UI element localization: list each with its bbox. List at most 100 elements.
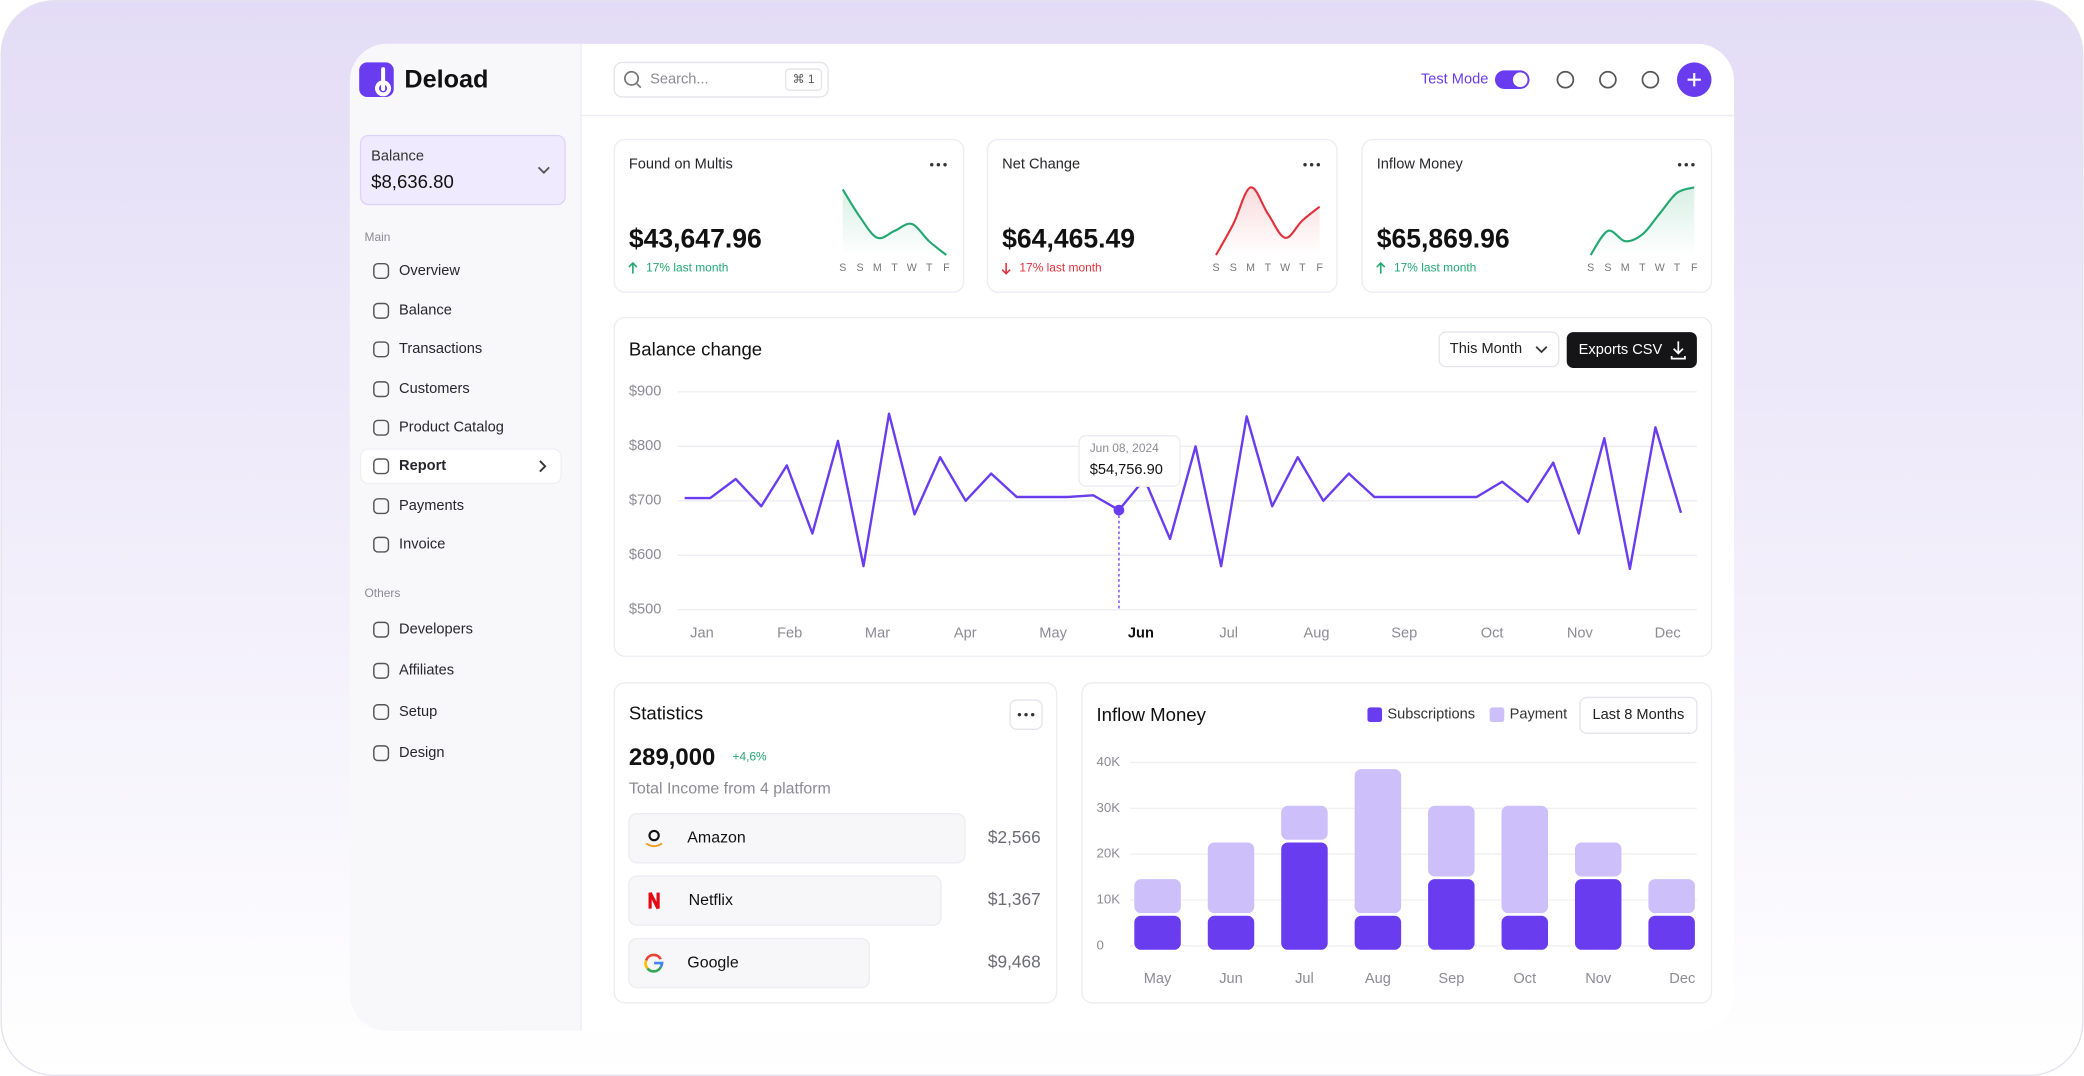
trend-text: 17% last month — [1394, 260, 1476, 274]
google-logo — [654, 961, 664, 968]
content: Deload Balance $8,636.80 Main Overview Balanc… — [359, 61, 1713, 1004]
google-logo — [644, 959, 649, 970]
x-tick-label: Oct — [1513, 971, 1536, 987]
export[interactable]: Exports CSV — [1579, 342, 1663, 358]
more-dot — [936, 162, 941, 167]
nav-item[interactable]: Overview — [399, 263, 460, 279]
x-tick-label: Jun — [1219, 971, 1243, 987]
nav-icon — [373, 662, 390, 679]
section-title: Others — [365, 586, 401, 600]
chart-title: Inflow Money — [1096, 704, 1206, 725]
period[interactable]: This Month — [1450, 341, 1522, 357]
period-button[interactable] — [1579, 696, 1698, 734]
bar-segment — [1207, 915, 1255, 950]
bar-segment — [1428, 879, 1475, 950]
platform-amount: $1,367 — [988, 889, 1041, 909]
x-tick-label: May — [1039, 626, 1067, 642]
platform-amount: $9,468 — [988, 952, 1041, 972]
test-mode-label: Test Mode — [1421, 72, 1488, 88]
platform-row — [628, 937, 870, 989]
netflix-logo — [648, 891, 660, 910]
chart-title: Balance change — [629, 339, 762, 360]
sparkline — [1589, 186, 1695, 256]
legend-swatch — [1367, 707, 1383, 722]
trend-text: 17% last month — [646, 260, 728, 274]
nav-item[interactable]: Developers — [399, 622, 473, 638]
x-tick-label: Aug — [1365, 971, 1391, 987]
x-tick-label: Jul — [1219, 626, 1238, 642]
bar-segment — [1134, 879, 1181, 914]
bar-segment — [1501, 805, 1549, 914]
nav-icon — [373, 302, 390, 319]
card-value: $43,647.96 — [629, 223, 762, 253]
nav-item[interactable]: Balance — [399, 303, 452, 319]
chevron — [539, 460, 547, 473]
search-placeholder: Search... — [650, 72, 708, 88]
nav-item[interactable]: Design — [399, 745, 444, 761]
x-tick-label: Apr — [954, 626, 977, 642]
bar-segment — [1501, 915, 1549, 950]
nav-item[interactable]: Report — [399, 458, 446, 474]
x-tick-label: Nov — [1567, 626, 1594, 642]
bar-segment — [1648, 879, 1695, 914]
nav-item[interactable]: Setup — [399, 704, 437, 720]
trend-arrow — [628, 261, 638, 274]
balance-box[interactable] — [359, 134, 566, 206]
more-dot — [1691, 162, 1695, 167]
header-icon[interactable] — [1641, 70, 1660, 89]
period-button[interactable] — [1438, 331, 1560, 368]
nav-icon — [373, 703, 390, 721]
search-box[interactable] — [613, 61, 829, 98]
card-title: Net Change — [1002, 157, 1080, 173]
nav-item[interactable]: Affiliates — [399, 663, 454, 679]
x-tick-label: Mar — [865, 626, 890, 642]
day-label: F — [1691, 262, 1698, 274]
day-label: T — [926, 262, 933, 274]
more-dot — [1309, 162, 1314, 167]
more-dot — [1684, 162, 1688, 167]
more-dot — [943, 162, 947, 167]
total: 289,000 — [629, 744, 715, 771]
bar-segment — [1281, 805, 1328, 840]
day-label: S — [856, 262, 863, 274]
legend-label: Subscriptions — [1387, 707, 1475, 723]
trend-arrow — [1376, 261, 1386, 274]
header-icon[interactable] — [1556, 70, 1575, 89]
day-label: M — [1246, 262, 1255, 274]
nav-item[interactable]: Invoice — [399, 537, 445, 553]
platform-row — [628, 875, 942, 926]
y-tick-label: 20K — [1096, 846, 1120, 861]
export-button[interactable] — [1566, 332, 1697, 368]
nav-item[interactable]: Payments — [399, 498, 464, 514]
tooltip — [1078, 435, 1181, 487]
plus — [1687, 73, 1701, 87]
more-dot — [1677, 162, 1682, 167]
nav-item[interactable]: Product Catalog — [399, 420, 504, 436]
header-icon[interactable] — [1599, 70, 1617, 89]
day-label: W — [1280, 262, 1290, 274]
x-tick-label: Feb — [777, 626, 802, 642]
day-label: F — [1316, 262, 1323, 274]
sparkline — [841, 188, 948, 256]
nav-item[interactable]: Customers — [399, 381, 470, 397]
more-dot — [1024, 712, 1028, 717]
period[interactable]: Last 8 Months — [1593, 707, 1685, 723]
x-tick-label: Jul — [1295, 971, 1314, 987]
y-tick-label: $500 — [629, 602, 662, 618]
y-tick-label: 0 — [1096, 937, 1103, 952]
bar-segment — [1574, 842, 1622, 877]
chevron — [1535, 346, 1548, 354]
y-tick-label: 40K — [1096, 754, 1120, 769]
day-label: T — [1265, 262, 1272, 274]
section-title: Main — [365, 230, 391, 244]
tooltip-date: Jun 08, 2024 — [1090, 441, 1159, 455]
logo-mark — [375, 67, 391, 97]
more-dot — [1303, 162, 1307, 167]
brand: Deload — [404, 66, 488, 94]
legend-swatch — [1489, 707, 1505, 722]
more-dot — [1316, 162, 1321, 167]
day-label: M — [1621, 262, 1630, 274]
legend-label: Payment — [1510, 707, 1568, 723]
nav-icon — [373, 536, 390, 553]
nav-item[interactable]: Transactions — [399, 341, 482, 357]
